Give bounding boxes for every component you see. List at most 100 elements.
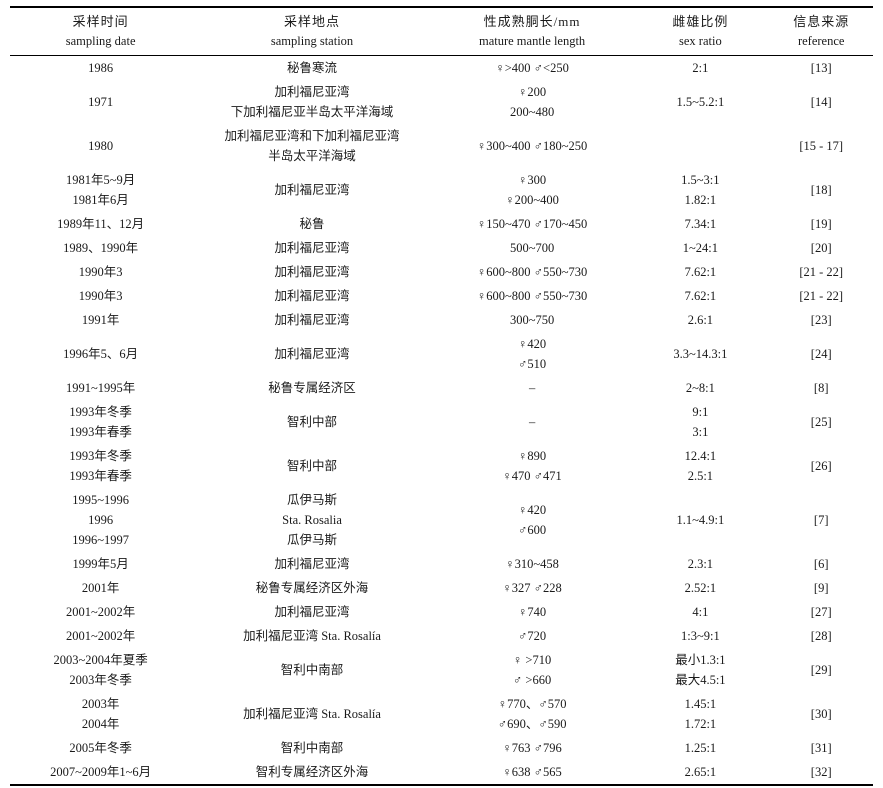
cell-station: 加利福尼亚湾 — [274, 288, 350, 303]
cell-date: 2007~2009年1~6月 — [50, 764, 152, 779]
cell-ratio — [631, 124, 769, 168]
cell-ref: [24] — [810, 346, 832, 361]
cell-date: 1996年5、6月 — [63, 346, 139, 361]
col-header-sampling-station-en: sampling station — [270, 33, 354, 48]
table-header: 采样时间 sampling date 采样地点 sampling station… — [10, 7, 873, 56]
cell-mantle: ♀890 ♀470 ♂471 — [502, 448, 562, 483]
cell-date: 1980 — [88, 138, 114, 153]
cell-mantle: 300~750 — [509, 312, 555, 327]
cell-ratio: 1.25:1 — [684, 740, 717, 755]
cell-ratio: 1~24:1 — [682, 240, 718, 255]
cell-station: 加利福尼亚湾 Sta. Rosalía — [243, 628, 381, 643]
table-row: 1990年3 加利福尼亚湾 ♀600~800 ♂550~730 7.62:1 [21 -… — [10, 284, 873, 308]
cell-station: 加利福尼亚湾 — [274, 604, 350, 619]
cell-mantle: ♀740 — [518, 604, 547, 619]
squid-maturity-table: 采样时间 sampling date 采样地点 sampling station… — [10, 6, 873, 786]
cell-ratio: 1.5~3:1 1.82:1 — [681, 172, 720, 207]
cell-ref: [20] — [810, 240, 832, 255]
table-row: 1981年5~9月 1981年6月 加利福尼亚湾 ♀300 ♀200~400 1.5~3:… — [10, 168, 873, 212]
cell-ref: [25] — [810, 414, 832, 429]
col-header-mantle-length-en: mature mantle length — [478, 33, 586, 48]
cell-ref: [9] — [813, 580, 829, 595]
cell-date: 1990年3 — [78, 288, 123, 303]
col-header-sampling-date-en: sampling date — [65, 33, 136, 48]
cell-mantle: ♀150~470 ♂170~450 — [476, 216, 588, 231]
col-header-sampling-date-zh: 采样时间 — [72, 14, 129, 29]
table-row: 1993年冬季 1993年春季 智利中部 ♀890 ♀470 ♂471 12.4:1 2.5… — [10, 444, 873, 488]
table-row: 1993年冬季 1993年春季 智利中部 – 9:1 3:1 [25] — [10, 400, 873, 444]
cell-ratio: 1.5~5.2:1 — [676, 94, 725, 109]
cell-date: 2001~2002年 — [65, 628, 136, 643]
cell-ratio: 3.3~14.3:1 — [673, 346, 728, 361]
col-header-reference-en: reference — [797, 33, 845, 48]
cell-station: 瓜伊马斯 Sta. Rosalia 瓜伊马斯 — [282, 492, 342, 547]
col-header-mantle-length-zh: 性成熟胴长/mm — [483, 14, 581, 29]
table-row: 1989、1990年 加利福尼亚湾 500~700 1~24:1 [20] — [10, 236, 873, 260]
col-header-reference-zh: 信息来源 — [793, 14, 850, 29]
col-header-mantle-length: 性成熟胴长/mm mature mantle length — [432, 7, 632, 56]
cell-date: 1995~1996 1996 1996~1997 — [72, 492, 129, 547]
table-row: 1989年11、12月 秘鲁 ♀150~470 ♂170~450 7.34:1 [19] — [10, 212, 873, 236]
cell-mantle: ♀420 ♂600 — [518, 502, 547, 537]
cell-mantle: – — [528, 414, 536, 429]
cell-ratio: 2:1 — [692, 60, 709, 75]
table-row: 2001~2002年 加利福尼亚湾 Sta. Rosalía ♂720 1:3~9:1… — [10, 624, 873, 648]
cell-date: 1993年冬季 1993年春季 — [69, 448, 132, 483]
cell-ratio: 2.65:1 — [684, 764, 717, 779]
cell-station: 加利福尼亚湾 — [274, 556, 350, 571]
cell-station: 智利中南部 — [280, 740, 344, 755]
cell-ratio: 7.62:1 — [684, 288, 717, 303]
col-header-sex-ratio: 雌雄比例 sex ratio — [631, 7, 770, 56]
cell-station: 加利福尼亚湾 — [274, 312, 350, 327]
cell-mantle: ♀300~400 ♂180~250 — [476, 138, 588, 153]
cell-station: 智利中南部 — [280, 662, 344, 677]
cell-station: 加利福尼亚湾 — [274, 264, 350, 279]
table-row: 1999年5月 加利福尼亚湾 ♀310~458 2.3:1 [6] — [10, 552, 873, 576]
cell-date: 1971 — [88, 94, 114, 109]
table-row: 2001年 秘鲁专属经济区外海 ♀327 ♂228 2.52:1 [9] — [10, 576, 873, 600]
cell-mantle: ♀638 ♂565 — [502, 764, 562, 779]
cell-mantle: ♀600~800 ♂550~730 — [476, 264, 588, 279]
cell-ref: [28] — [810, 628, 832, 643]
cell-station: 加利福尼亚湾和下加利福尼亚湾 半岛太平洋海域 — [224, 128, 400, 163]
header-row: 采样时间 sampling date 采样地点 sampling station… — [10, 7, 873, 56]
cell-ratio: 2.6:1 — [687, 312, 714, 327]
cell-ratio: 7.34:1 — [684, 216, 717, 231]
cell-station: 秘鲁寒流 — [287, 60, 338, 75]
cell-date: 2001~2002年 — [65, 604, 136, 619]
cell-ratio: 9:1 3:1 — [692, 404, 709, 439]
cell-mantle: ♀420 ♂510 — [518, 336, 547, 371]
cell-ref: [26] — [810, 458, 832, 473]
cell-ratio: 最小1.3:1 最大4.5:1 — [675, 652, 726, 687]
cell-ratio: 1:3~9:1 — [681, 628, 720, 643]
cell-ratio: 2.52:1 — [684, 580, 717, 595]
cell-date: 1999年5月 — [72, 556, 129, 571]
col-header-sampling-date: 采样时间 sampling date — [10, 7, 192, 56]
table-row: 1986 秘鲁寒流 ♀>400 ♂<250 2:1 [13] — [10, 55, 873, 80]
table-row: 1991年 加利福尼亚湾 300~750 2.6:1 [23] — [10, 308, 873, 332]
table-row: 1971 加利福尼亚湾 下加利福尼亚半岛太平洋海域 ♀200 200~480 1.5~5.… — [10, 80, 873, 124]
table-row: 2005年冬季 智利中南部 ♀763 ♂796 1.25:1 [31] — [10, 736, 873, 760]
col-header-sex-ratio-zh: 雌雄比例 — [672, 14, 729, 29]
cell-station: 秘鲁专属经济区 — [268, 380, 356, 395]
cell-station: 秘鲁专属经济区外海 — [255, 580, 369, 595]
table-row: 2001~2002年 加利福尼亚湾 ♀740 4:1 [27] — [10, 600, 873, 624]
cell-mantle: ♂720 — [518, 628, 547, 643]
cell-ref: [19] — [810, 216, 832, 231]
cell-mantle: ♀200 200~480 — [509, 84, 555, 119]
cell-mantle: ♀300 ♀200~400 — [505, 172, 559, 207]
cell-date: 1993年冬季 1993年春季 — [69, 404, 132, 439]
table-row: 1991~1995年 秘鲁专属经济区 – 2~8:1 [8] — [10, 376, 873, 400]
col-header-sampling-station: 采样地点 sampling station — [191, 7, 433, 56]
table-row: 1996年5、6月 加利福尼亚湾 ♀420 ♂510 3.3~14.3:1 [24] — [10, 332, 873, 376]
cell-ref: [23] — [810, 312, 832, 327]
cell-ref: [18] — [810, 182, 832, 197]
cell-station: 秘鲁 — [299, 216, 325, 231]
table-row: 1995~1996 1996 1996~1997 瓜伊马斯 Sta. Rosalia 瓜伊… — [10, 488, 873, 552]
cell-mantle: ♀763 ♂796 — [502, 740, 562, 755]
cell-ref: [15 - 17] — [799, 138, 844, 153]
cell-station: 智利中部 — [287, 458, 338, 473]
cell-ref: [8] — [813, 380, 829, 395]
table-row: 1990年3 加利福尼亚湾 ♀600~800 ♂550~730 7.62:1 [21 -… — [10, 260, 873, 284]
cell-ref: [32] — [810, 764, 832, 779]
